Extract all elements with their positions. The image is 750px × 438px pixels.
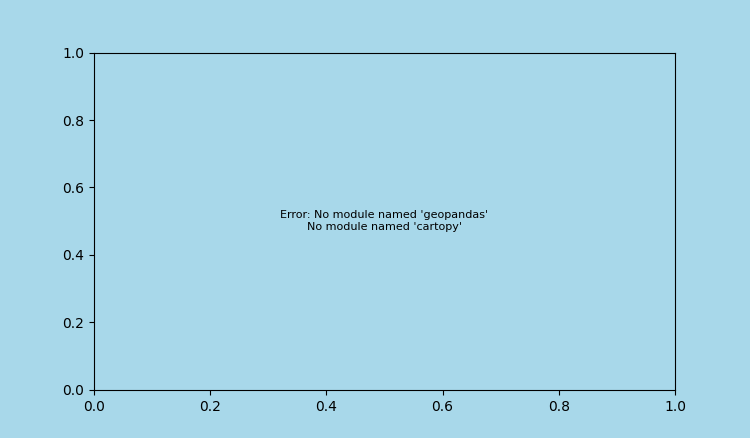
Text: Error: No module named 'geopandas'
No module named 'cartopy': Error: No module named 'geopandas' No mo…: [280, 210, 488, 232]
